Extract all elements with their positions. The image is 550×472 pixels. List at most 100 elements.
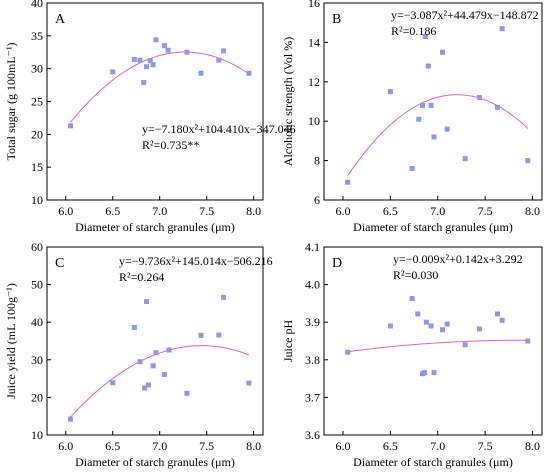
data-point	[67, 416, 73, 422]
plot-frame	[323, 246, 543, 436]
data-point	[428, 102, 434, 108]
plot-frame	[323, 2, 543, 201]
data-point	[444, 321, 450, 327]
y-tick-label: 10	[31, 428, 43, 442]
x-axis-label: Diameter of starch granules (μm)	[353, 220, 513, 234]
y-tick-label: 25	[31, 95, 43, 109]
data-point	[137, 359, 143, 365]
x-tick-label: 6.0	[58, 439, 73, 453]
data-point	[525, 158, 531, 164]
data-point	[141, 79, 147, 85]
data-point	[439, 327, 445, 333]
data-point	[144, 299, 150, 305]
data-point	[499, 26, 505, 32]
y-tick-label: 60	[31, 240, 43, 254]
y-tick-label: 4.1	[305, 240, 320, 254]
regression-equation: y=−9.736x²+145.014x−506.216	[119, 254, 273, 268]
regression-equation: y=−7.180x²+104.410x−347.046	[142, 122, 296, 136]
y-tick-label: 50	[31, 278, 43, 292]
data-point	[166, 347, 172, 353]
data-point	[221, 294, 227, 300]
panel-c: C 6.0 6.5 7.0 7.5 8.0 10 20 30 40 50 60 Diameter of …	[4, 240, 273, 469]
y-tick-label: 40	[31, 0, 43, 10]
y-tick-label: 4.0	[305, 278, 320, 292]
y-axis-label: Juice yield (mL 100g⁻¹)	[4, 283, 18, 399]
x-tick-label: 7.5	[478, 439, 493, 453]
x-tick-label: 8.0	[246, 204, 261, 218]
data-point	[144, 64, 150, 70]
data-point	[184, 49, 190, 55]
fit-curve	[347, 94, 529, 176]
x-tick-label: 8.0	[525, 439, 540, 453]
x-tick-label: 7.5	[478, 204, 493, 218]
y-tick-label: 3.6	[305, 428, 320, 442]
data-point	[345, 349, 351, 355]
data-point	[494, 104, 500, 110]
x-tick-label: 6.5	[383, 204, 398, 218]
r-squared-label: R²=0.735**	[142, 138, 199, 152]
data-point	[216, 332, 222, 338]
x-tick-label: 6.0	[335, 439, 350, 453]
y-tick-label: 30	[31, 353, 43, 367]
y-tick-label: 10	[308, 114, 320, 128]
data-point	[246, 70, 252, 76]
data-point	[409, 165, 415, 171]
regression-equation: y=−0.009x²+0.142x+3.292	[393, 252, 523, 266]
y-tick-label: 14	[308, 35, 320, 49]
y-tick-label: 3.9	[305, 315, 320, 329]
plot-frame	[46, 2, 264, 201]
data-point	[422, 33, 428, 39]
r-squared-label: R²=0.186	[391, 24, 436, 38]
data-point	[246, 380, 252, 386]
x-axis-label: Diameter of starch granules (μm)	[353, 455, 513, 469]
data-point	[416, 116, 422, 122]
y-tick-label: 35	[31, 29, 43, 43]
data-point	[423, 319, 429, 325]
data-point	[428, 323, 434, 329]
data-point	[153, 37, 159, 43]
y-tick-label: 3.8	[305, 353, 320, 367]
y-tick-label: 8	[314, 154, 320, 168]
data-point	[499, 317, 505, 323]
y-tick-label: 12	[308, 75, 320, 89]
data-point	[387, 323, 393, 329]
data-point	[131, 56, 137, 62]
x-tick-label: 7.0	[152, 439, 167, 453]
x-tick-label: 7.5	[199, 439, 214, 453]
data-point	[476, 326, 482, 332]
fit-curve	[70, 51, 250, 123]
data-point	[221, 48, 227, 54]
fit-curve	[347, 339, 528, 353]
panel-letter: A	[55, 12, 66, 27]
panel-d: D 6.0 6.5 7.0 7.5 8.0 3.6 3.7 3.8 3.9 4.0 4.1 Diamet…	[281, 240, 543, 469]
data-point	[153, 350, 159, 356]
x-tick-label: 6.0	[335, 204, 350, 218]
x-tick-label: 6.0	[58, 204, 73, 218]
plot-frame	[46, 246, 264, 436]
data-point	[409, 296, 415, 302]
y-axis-label: Alcoholic strength (Vol %)	[281, 37, 295, 166]
data-point	[462, 156, 468, 162]
data-point	[494, 311, 500, 317]
data-point	[147, 58, 153, 64]
y-tick-label: 40	[31, 315, 43, 329]
x-axis-label: Diameter of starch granules (μm)	[75, 455, 235, 469]
data-point	[145, 382, 151, 388]
data-point	[198, 70, 204, 76]
x-tick-label: 6.5	[105, 439, 120, 453]
data-point	[216, 57, 222, 63]
r-squared-label: R²=0.030	[393, 268, 438, 282]
data-point	[110, 380, 116, 386]
data-point	[198, 332, 204, 338]
data-point	[165, 47, 171, 53]
x-tick-label: 7.0	[430, 439, 445, 453]
data-point	[67, 123, 73, 129]
x-axis-label: Diameter of starch granules (μm)	[75, 220, 235, 234]
panel-a: A 6.0 6.5 7.0 7.5 8.0 10 15 20 25 30 35 40 Diameter o…	[4, 0, 296, 234]
y-axis-label: Juice pH	[281, 320, 295, 363]
data-point	[421, 370, 427, 376]
r-squared-label: R²=0.264	[119, 270, 164, 284]
panel-letter: D	[332, 256, 342, 271]
data-point	[415, 311, 421, 317]
